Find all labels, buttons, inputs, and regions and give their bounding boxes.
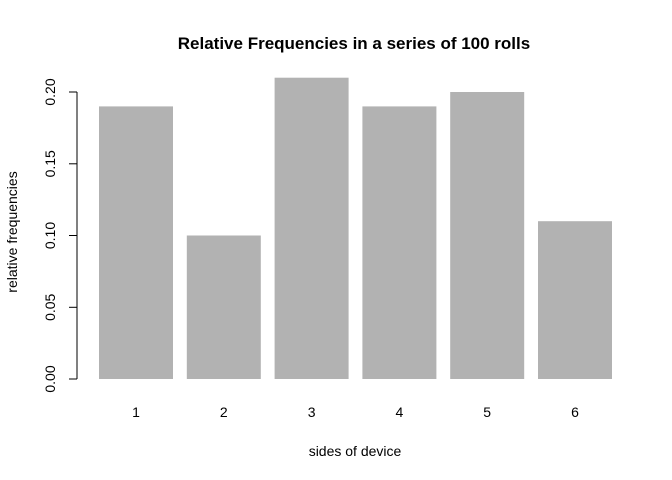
- y-tick-label: 0.15: [42, 150, 58, 177]
- y-axis: 0.00 0.05 0.10 0.15 0.20: [42, 78, 78, 393]
- bar-side-4: [362, 106, 437, 380]
- bar-side-5: [450, 92, 525, 379]
- bar-side-1: [99, 106, 173, 380]
- x-tick-label: 6: [571, 404, 579, 420]
- bar-side-6: [538, 221, 612, 379]
- x-tick-label: 5: [483, 404, 491, 420]
- bar-side-3: [274, 77, 349, 379]
- x-tick-label: 4: [396, 404, 404, 420]
- x-tick-labels: 1 2 3 4 5 6: [132, 404, 579, 420]
- y-tick-label: 0.00: [42, 365, 58, 392]
- x-tick-label: 3: [308, 404, 316, 420]
- bar-side-2: [186, 235, 261, 379]
- bars-group: [99, 77, 612, 380]
- y-tick-label: 0.05: [42, 293, 58, 320]
- x-tick-label: 2: [220, 404, 228, 420]
- y-tick-label: 0.20: [42, 78, 58, 105]
- x-tick-label: 1: [132, 404, 140, 420]
- chart-title: Relative Frequencies in a series of 100 …: [178, 34, 530, 53]
- y-axis-label: relative frequencies: [4, 171, 20, 292]
- y-tick-label: 0.10: [42, 222, 58, 249]
- x-axis-label: sides of device: [309, 443, 402, 459]
